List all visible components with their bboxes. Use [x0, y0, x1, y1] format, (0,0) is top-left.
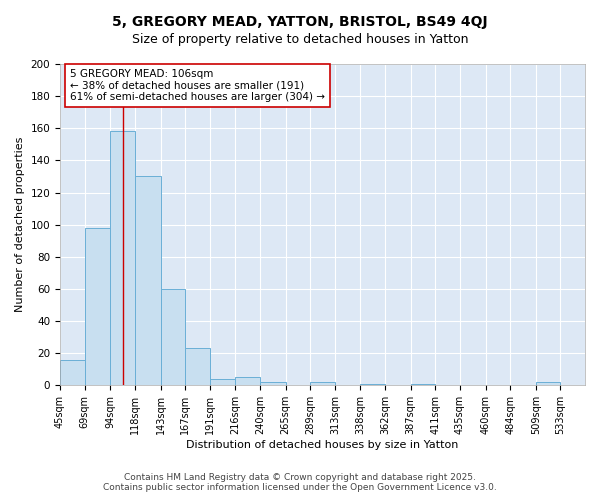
Bar [310, 382, 335, 386]
Text: 5, GREGORY MEAD, YATTON, BRISTOL, BS49 4QJ: 5, GREGORY MEAD, YATTON, BRISTOL, BS49 4… [112, 15, 488, 29]
Bar [410, 384, 436, 386]
X-axis label: Distribution of detached houses by size in Yatton: Distribution of detached houses by size … [187, 440, 459, 450]
Bar [110, 132, 135, 386]
Bar [185, 348, 210, 386]
Bar [361, 384, 385, 386]
Bar [85, 228, 110, 386]
Y-axis label: Number of detached properties: Number of detached properties [15, 137, 25, 312]
Bar [260, 382, 286, 386]
Bar [536, 382, 560, 386]
Text: Size of property relative to detached houses in Yatton: Size of property relative to detached ho… [132, 32, 468, 46]
Text: Contains HM Land Registry data © Crown copyright and database right 2025.
Contai: Contains HM Land Registry data © Crown c… [103, 473, 497, 492]
Text: 5 GREGORY MEAD: 106sqm
← 38% of detached houses are smaller (191)
61% of semi-de: 5 GREGORY MEAD: 106sqm ← 38% of detached… [70, 69, 325, 102]
Bar [210, 379, 235, 386]
Bar [161, 289, 185, 386]
Bar [60, 360, 85, 386]
Bar [135, 176, 161, 386]
Bar [235, 378, 260, 386]
